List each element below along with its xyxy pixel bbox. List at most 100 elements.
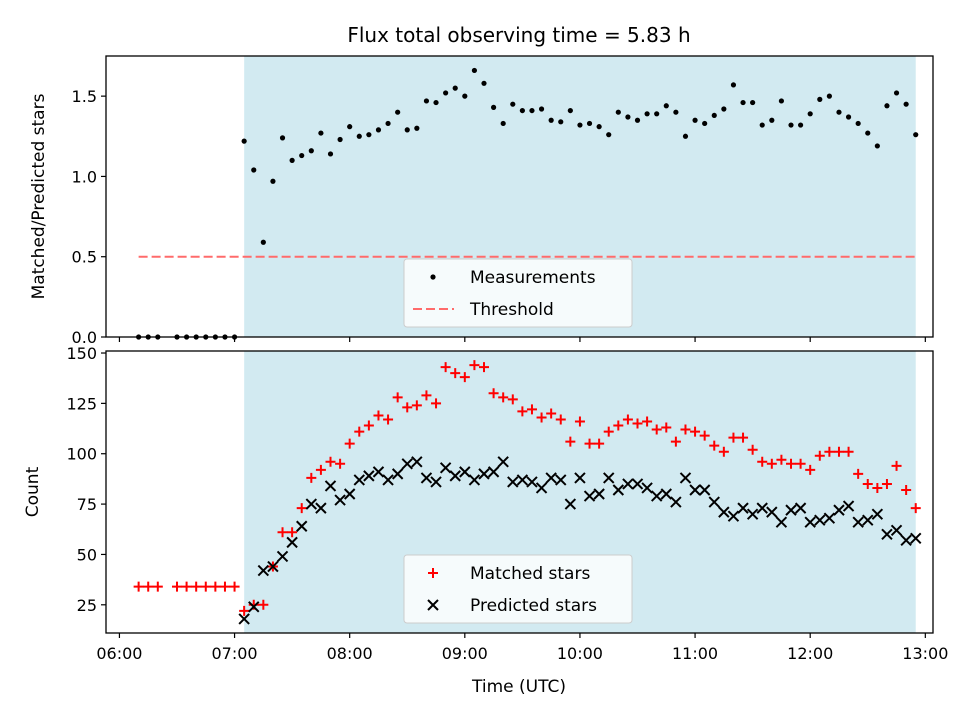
predicted-star-point — [238, 613, 250, 625]
predicted-star-point — [814, 514, 826, 526]
predicted-star-point — [276, 550, 289, 563]
y-tick-label: 0.5 — [72, 248, 97, 267]
predicted-star-point — [497, 456, 509, 468]
matched-star-point — [536, 412, 547, 423]
measurement-point — [519, 107, 525, 114]
matched-star-point — [239, 605, 250, 616]
matched-star-point — [824, 446, 835, 457]
matched-star-point — [498, 392, 509, 403]
matched-star-point — [363, 420, 374, 431]
predicted-star-point — [718, 506, 730, 518]
measurement-point — [481, 80, 487, 86]
matched-star-point — [805, 464, 816, 475]
predicted-star-point — [411, 456, 423, 468]
matched-star-point — [421, 390, 432, 401]
matched-star-point — [450, 368, 461, 379]
predicted-star-point — [401, 458, 413, 470]
matched-star-point — [910, 503, 921, 514]
measurement-point — [730, 82, 737, 88]
matched-star-point — [776, 454, 787, 465]
predicted-star-point — [785, 504, 797, 516]
matched-star-point — [392, 392, 403, 403]
measurement-point — [798, 122, 804, 128]
matched-star-point — [661, 422, 672, 433]
measurement-point — [289, 157, 295, 163]
predicted-star-point — [535, 482, 548, 494]
matched-star-point — [171, 581, 182, 592]
measurement-point — [692, 117, 698, 123]
measurement-point — [337, 136, 343, 143]
x-tick-label: 09:00 — [442, 644, 488, 663]
measurement-point — [366, 132, 372, 138]
matched-star-point — [411, 400, 422, 411]
predicted-star-point — [574, 472, 586, 484]
measurement-point — [721, 106, 727, 112]
predicted-star-point — [862, 514, 874, 526]
matched-star-point — [200, 581, 211, 592]
predicted-star-point — [603, 472, 615, 484]
matched-star-point — [853, 468, 864, 479]
legend-marker-matched — [428, 568, 438, 578]
measurement-point — [318, 130, 324, 136]
measurement-point — [327, 151, 334, 157]
x-tick-label: 07:00 — [212, 644, 258, 663]
predicted-star-point — [670, 496, 682, 508]
predicted-star-point — [363, 470, 375, 482]
matched-star-point — [670, 436, 681, 447]
predicted-star-point — [564, 498, 577, 510]
matched-star-point — [507, 394, 518, 405]
chart-title: Flux total observing time = 5.83 h — [347, 23, 690, 47]
predicted-star-point — [900, 534, 912, 547]
predicted-star-point — [372, 466, 385, 478]
matched-star-point — [335, 458, 346, 469]
predicted-star-point — [871, 508, 884, 520]
axes-frame — [105, 55, 934, 338]
matched-star-point — [488, 388, 499, 399]
matched-star-point — [728, 432, 739, 443]
predicted-star-point — [391, 468, 404, 480]
matched-star-point — [306, 472, 317, 483]
y-tick-label: 150 — [66, 344, 97, 363]
measurement-point — [663, 103, 669, 109]
predicted-star-point — [420, 472, 433, 484]
measurement-point — [375, 127, 382, 133]
matched-star-point — [786, 458, 797, 469]
measurement-point — [845, 114, 852, 120]
predicted-star-point — [286, 536, 298, 549]
measurement-point — [404, 127, 410, 133]
matched-star-point — [891, 460, 902, 471]
legend-box — [403, 554, 633, 624]
y-tick-label: 75 — [77, 495, 97, 514]
matched-star-point — [747, 444, 758, 455]
matched-star-point — [613, 420, 624, 431]
measurement-point — [884, 103, 890, 109]
measurement-point — [634, 117, 641, 123]
y-tick-label: 125 — [66, 394, 97, 413]
matched-star-point — [219, 581, 230, 592]
predicted-star-point — [459, 466, 471, 478]
measurement-point — [251, 167, 257, 173]
predicted-star-point — [343, 488, 356, 500]
measurement-point — [279, 135, 286, 141]
measurement-point — [874, 143, 880, 149]
measurement-point — [913, 132, 919, 138]
predicted-star-point — [737, 502, 749, 514]
measurement-point — [596, 124, 602, 130]
predicted-star-point — [545, 472, 557, 484]
matched-star-point — [699, 430, 710, 441]
y-axis-label: Matched/Predicted stars — [29, 93, 49, 299]
measurement-point — [778, 98, 785, 104]
measurement-point — [414, 125, 420, 131]
measurement-point — [769, 117, 775, 123]
measurement-point — [260, 239, 266, 245]
measurement-point — [817, 96, 823, 102]
matched-star-point — [469, 360, 480, 371]
measurement-point — [558, 119, 564, 125]
predicted-star-point — [334, 494, 346, 506]
measurement-point — [500, 120, 506, 127]
measurement-point — [548, 117, 554, 123]
matched-star-point — [479, 362, 490, 373]
legend-marker-measurements — [430, 274, 436, 280]
measurement-point — [577, 122, 583, 128]
